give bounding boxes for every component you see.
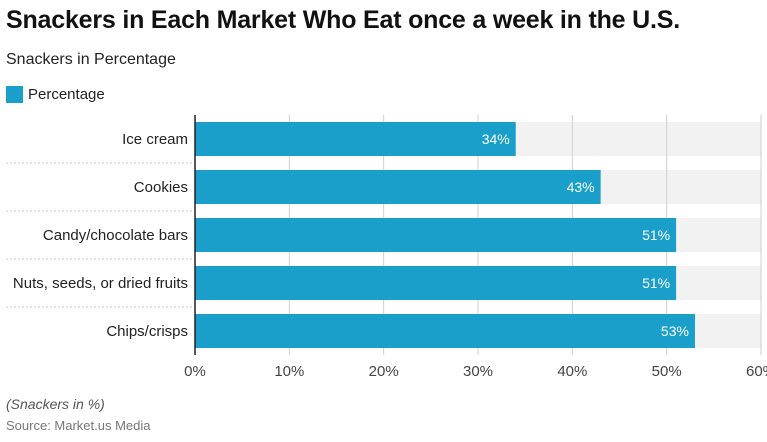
- legend: Percentage: [6, 86, 105, 103]
- category-label: Nuts, seeds, or dried fruits: [13, 275, 188, 292]
- category-label: Chips/crisps: [106, 323, 188, 340]
- legend-swatch: [6, 86, 23, 103]
- data-label: 43%: [567, 179, 595, 195]
- legend-label: Percentage: [28, 86, 105, 103]
- x-tick-label: 20%: [369, 363, 399, 380]
- data-label: 51%: [642, 275, 670, 291]
- data-label: 51%: [642, 227, 670, 243]
- bar: [195, 266, 677, 300]
- category-label: Candy/chocolate bars: [43, 227, 188, 244]
- bar: [195, 314, 695, 348]
- bar: [195, 122, 516, 156]
- x-tick-label: 10%: [274, 363, 304, 380]
- chart-title: Snackers in Each Market Who Eat once a w…: [6, 6, 680, 34]
- footnote: (Snackers in %): [6, 396, 105, 412]
- category-label: Cookies: [134, 179, 188, 196]
- chart-subtitle: Snackers in Percentage: [6, 51, 176, 68]
- category-label: Ice cream: [122, 131, 188, 148]
- data-label: 34%: [482, 131, 510, 147]
- source-credit: Source: Market.us Media: [6, 418, 151, 433]
- x-tick-label: 30%: [463, 363, 493, 380]
- x-tick-label: 0%: [184, 363, 206, 380]
- x-tick-label: 50%: [652, 363, 682, 380]
- data-label: 53%: [661, 323, 689, 339]
- bar: [195, 218, 677, 252]
- x-tick-label: 60%: [746, 363, 767, 380]
- x-tick-label: 40%: [557, 363, 587, 380]
- bar: [195, 170, 601, 204]
